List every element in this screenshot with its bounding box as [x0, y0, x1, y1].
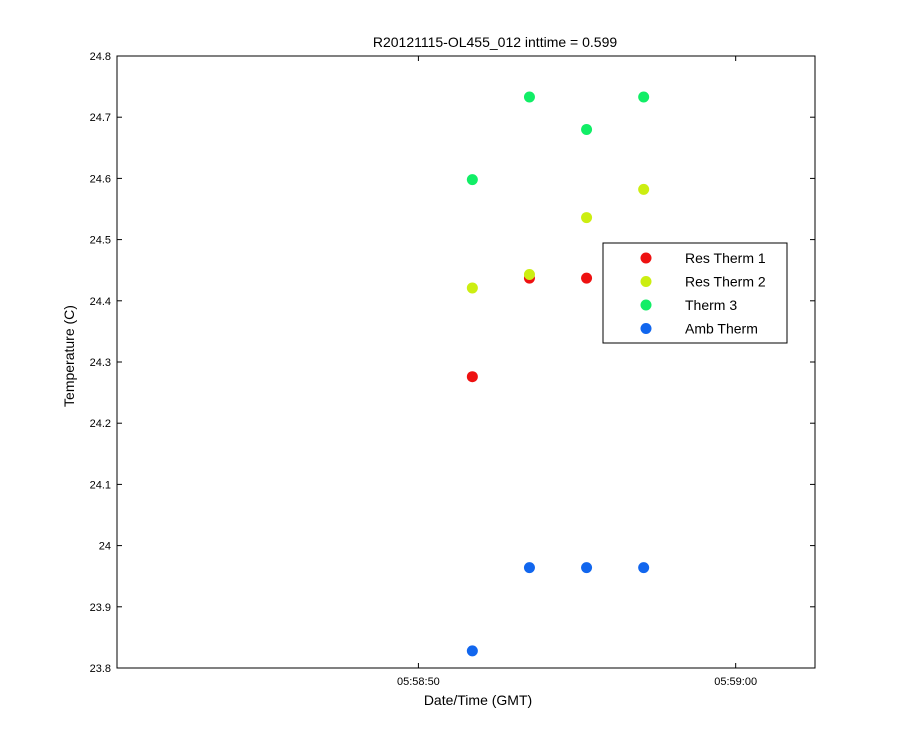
data-point-series-2	[638, 183, 650, 195]
y-tick-label: 23.8	[90, 663, 111, 675]
legend-label: Amb Therm	[685, 321, 758, 337]
legend: Res Therm 1 Res Therm 2 Therm 3 Amb Therm	[602, 242, 788, 344]
legend-box	[602, 242, 788, 344]
x-axis: 05:58:50 05:59:00	[397, 56, 757, 688]
y-tick-label: 24.2	[90, 418, 111, 430]
y-axis-label: Temperature (C)	[61, 305, 77, 407]
data-point-series-2	[581, 212, 593, 224]
y-tick-label: 23.9	[90, 602, 111, 614]
legend-label: Res Therm 1	[685, 250, 766, 266]
data-point-series-4	[466, 645, 478, 657]
data-point-series-1	[466, 371, 478, 383]
x-tick-label: 05:59:00	[714, 676, 757, 688]
y-tick-label: 24.7	[90, 112, 111, 124]
legend-label: Res Therm 2	[685, 274, 766, 290]
data-point-series-2	[466, 282, 478, 294]
y-tick-label: 24	[99, 541, 111, 553]
x-axis-label: Date/Time (GMT)	[424, 692, 532, 708]
data-point-series-3	[523, 91, 535, 103]
legend-marker	[640, 323, 652, 334]
y-tick-label: 24.6	[90, 173, 111, 185]
data-point-series-1	[581, 272, 593, 284]
chart-title: R20121115-OL455_012 inttime = 0.599	[373, 34, 617, 50]
data-point-series-3	[466, 174, 478, 186]
data-point-series-4	[638, 562, 650, 574]
y-tick-label: 24.3	[90, 357, 111, 369]
y-tick-label: 24.4	[90, 296, 111, 308]
data-point-series-3	[581, 123, 593, 135]
x-tick-label: 05:58:50	[397, 676, 440, 688]
legend-marker	[640, 252, 652, 264]
data-point-series-4	[581, 562, 593, 574]
data-point-series-3	[638, 91, 650, 103]
y-axis: 23.8 23.9 24 24.1 24.2 24.3 24.4 24.5 24.6 24.7 24…	[90, 51, 815, 675]
y-tick-label: 24.1	[90, 479, 111, 491]
plot-area	[116, 55, 816, 669]
y-tick-label: 24.8	[90, 51, 111, 63]
y-tick-label: 24.5	[90, 235, 111, 247]
legend-marker	[640, 276, 652, 287]
legend-marker	[640, 299, 652, 311]
data-point-series-2	[523, 268, 535, 280]
legend-label: Therm 3	[685, 297, 737, 313]
data-point-series-4	[523, 562, 535, 574]
